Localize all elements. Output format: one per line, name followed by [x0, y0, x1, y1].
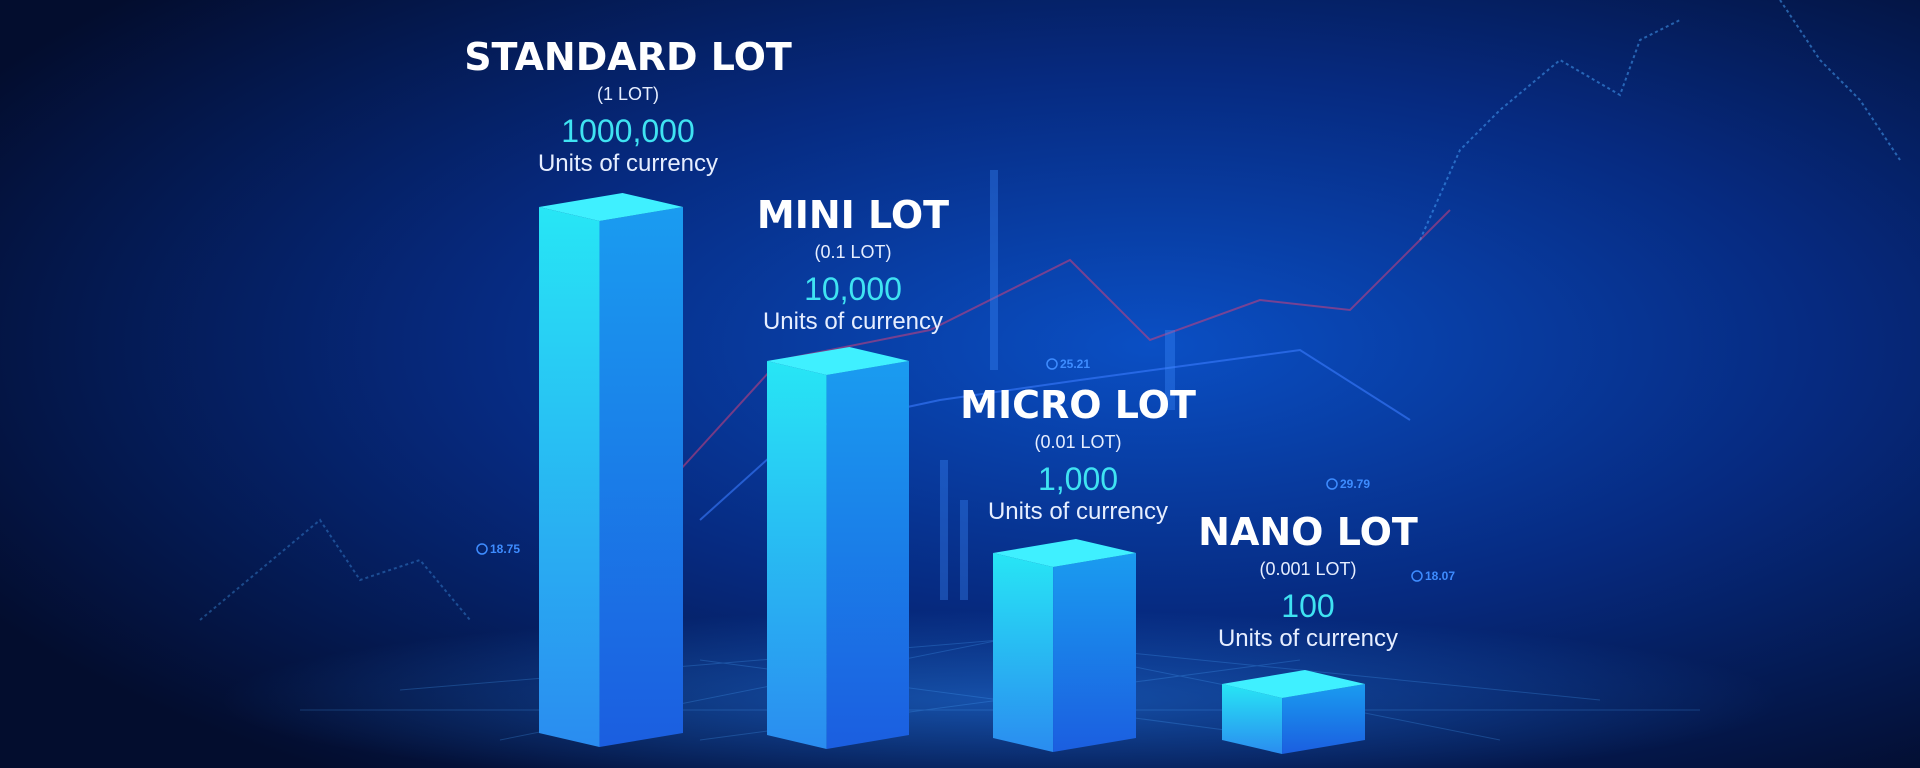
- marker-icon: [1326, 478, 1338, 490]
- bars: [539, 193, 1365, 754]
- lot-units: Units of currency: [1218, 625, 1398, 652]
- lot-amount: 1,000: [1038, 461, 1118, 497]
- lot-units: Units of currency: [763, 308, 943, 335]
- bar-right-face: [599, 207, 683, 747]
- lot-units: Units of currency: [538, 150, 718, 177]
- bar-right-face: [1053, 553, 1136, 752]
- bar-3d: [539, 193, 683, 747]
- bar-left-face: [767, 361, 827, 749]
- lot-units: Units of currency: [988, 498, 1168, 525]
- background-bars: [940, 170, 1175, 600]
- marker-label: 18.07: [1425, 569, 1455, 583]
- bar-3d: [1222, 670, 1365, 754]
- bar-left-face: [539, 207, 600, 747]
- lot-size: (0.001 LOT): [1259, 559, 1356, 579]
- bar-3d: [767, 347, 909, 749]
- bar-3d: [993, 539, 1136, 752]
- bar-top-face: [539, 193, 683, 221]
- bar-top-face: [1222, 670, 1365, 698]
- lot-title: STANDARD LOT: [464, 35, 792, 79]
- lot-title: MINI LOT: [757, 193, 949, 237]
- bar-right-face: [1282, 684, 1365, 754]
- lot-title: NANO LOT: [1198, 510, 1418, 554]
- lot-amount: 10,000: [804, 271, 902, 307]
- bar-left-face: [993, 553, 1054, 752]
- marker-label: 29.79: [1340, 477, 1370, 491]
- marker-label: 25.21: [1060, 357, 1090, 371]
- lot-size: (0.01 LOT): [1034, 432, 1121, 452]
- bar-left-face: [1222, 684, 1283, 754]
- marker-icon: [1411, 570, 1423, 582]
- marker-label: 18.75: [490, 542, 520, 556]
- marker-icon: [1046, 358, 1058, 370]
- lot-size: (0.1 LOT): [814, 242, 891, 262]
- lot-amount: 100: [1281, 588, 1334, 624]
- bar-top-face: [767, 347, 909, 375]
- lot-title: MICRO LOT: [960, 383, 1196, 427]
- lot-amount: 1000,000: [561, 113, 694, 149]
- bar-right-face: [826, 361, 909, 749]
- bar-top-face: [993, 539, 1136, 567]
- marker-icon: [476, 543, 488, 555]
- lot-size: (1 LOT): [597, 84, 659, 104]
